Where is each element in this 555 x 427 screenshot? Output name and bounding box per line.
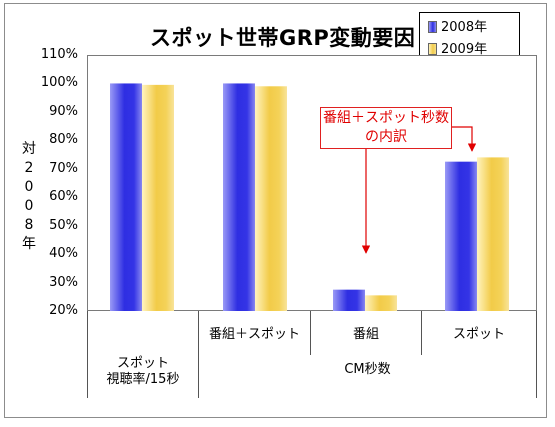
legend-item-2009: 2009年 [428,41,487,59]
chart-title: スポット世帯GRP変動要因 [150,26,416,50]
category-label-1: 番組＋スポット [199,327,310,343]
annotation-box: 番組＋スポット秒数 の内訳 [320,107,452,149]
bar-2009-0 [142,84,174,311]
y-tick-label: 90% [49,103,78,119]
bar-2008-2 [333,289,365,311]
y-tick-label: 40% [49,246,78,262]
category-group-label: CM秒数 [344,362,391,377]
bar-2008-1 [223,83,255,311]
y-tick-label: 110% [40,47,78,62]
category-label-line: 視聴率/15秒 [106,372,180,387]
annotation-line-2: の内訳 [365,129,407,145]
category-label-line: スポット [452,327,505,342]
bar-2009-1 [255,86,287,312]
y-tick-label: 60% [49,189,78,205]
category-label-line: 番組＋スポット [208,327,300,342]
legend-swatch-2008 [428,21,437,33]
y-axis-label-char: 0 [24,179,34,195]
y-axis-label-char: 年 [22,236,36,252]
y-axis-label-char: 0 [24,198,34,214]
y-tick-label: 70% [49,160,78,176]
category-label-3: スポット [422,327,536,343]
legend-label-2008: 2008年 [441,20,488,35]
annotation-arrow-to-spot [452,126,477,152]
bar-2008-3 [445,161,477,311]
y-tick-label: 30% [49,274,78,290]
y-tick-label: 20% [49,303,78,318]
category-label-0: スポット 視聴率/15秒 [90,356,196,388]
bar-2009-2 [365,295,397,311]
category-label-line: スポット [116,356,169,371]
legend-item-2008: 2008年 [428,19,487,37]
category-label-line: 番組 [352,327,379,342]
legend-swatch-2009 [428,43,437,55]
y-axis-label-char: 対 [22,141,36,157]
y-axis-label-char: 2 [24,160,34,176]
annotation-line-1: 番組＋スポット秒数 [323,110,449,126]
y-tick-label: 80% [49,132,78,148]
legend-label-2009: 2009年 [441,42,488,57]
y-axis-label: 対 2 0 0 8 年 [20,140,38,254]
bar-2008-0 [110,83,142,311]
y-tick-label: 50% [49,217,78,233]
bar-2009-3 [477,157,509,311]
category-label-2: 番組 [311,327,421,343]
y-tick-label: 100% [40,75,78,91]
y-axis-label-char: 8 [24,217,34,233]
